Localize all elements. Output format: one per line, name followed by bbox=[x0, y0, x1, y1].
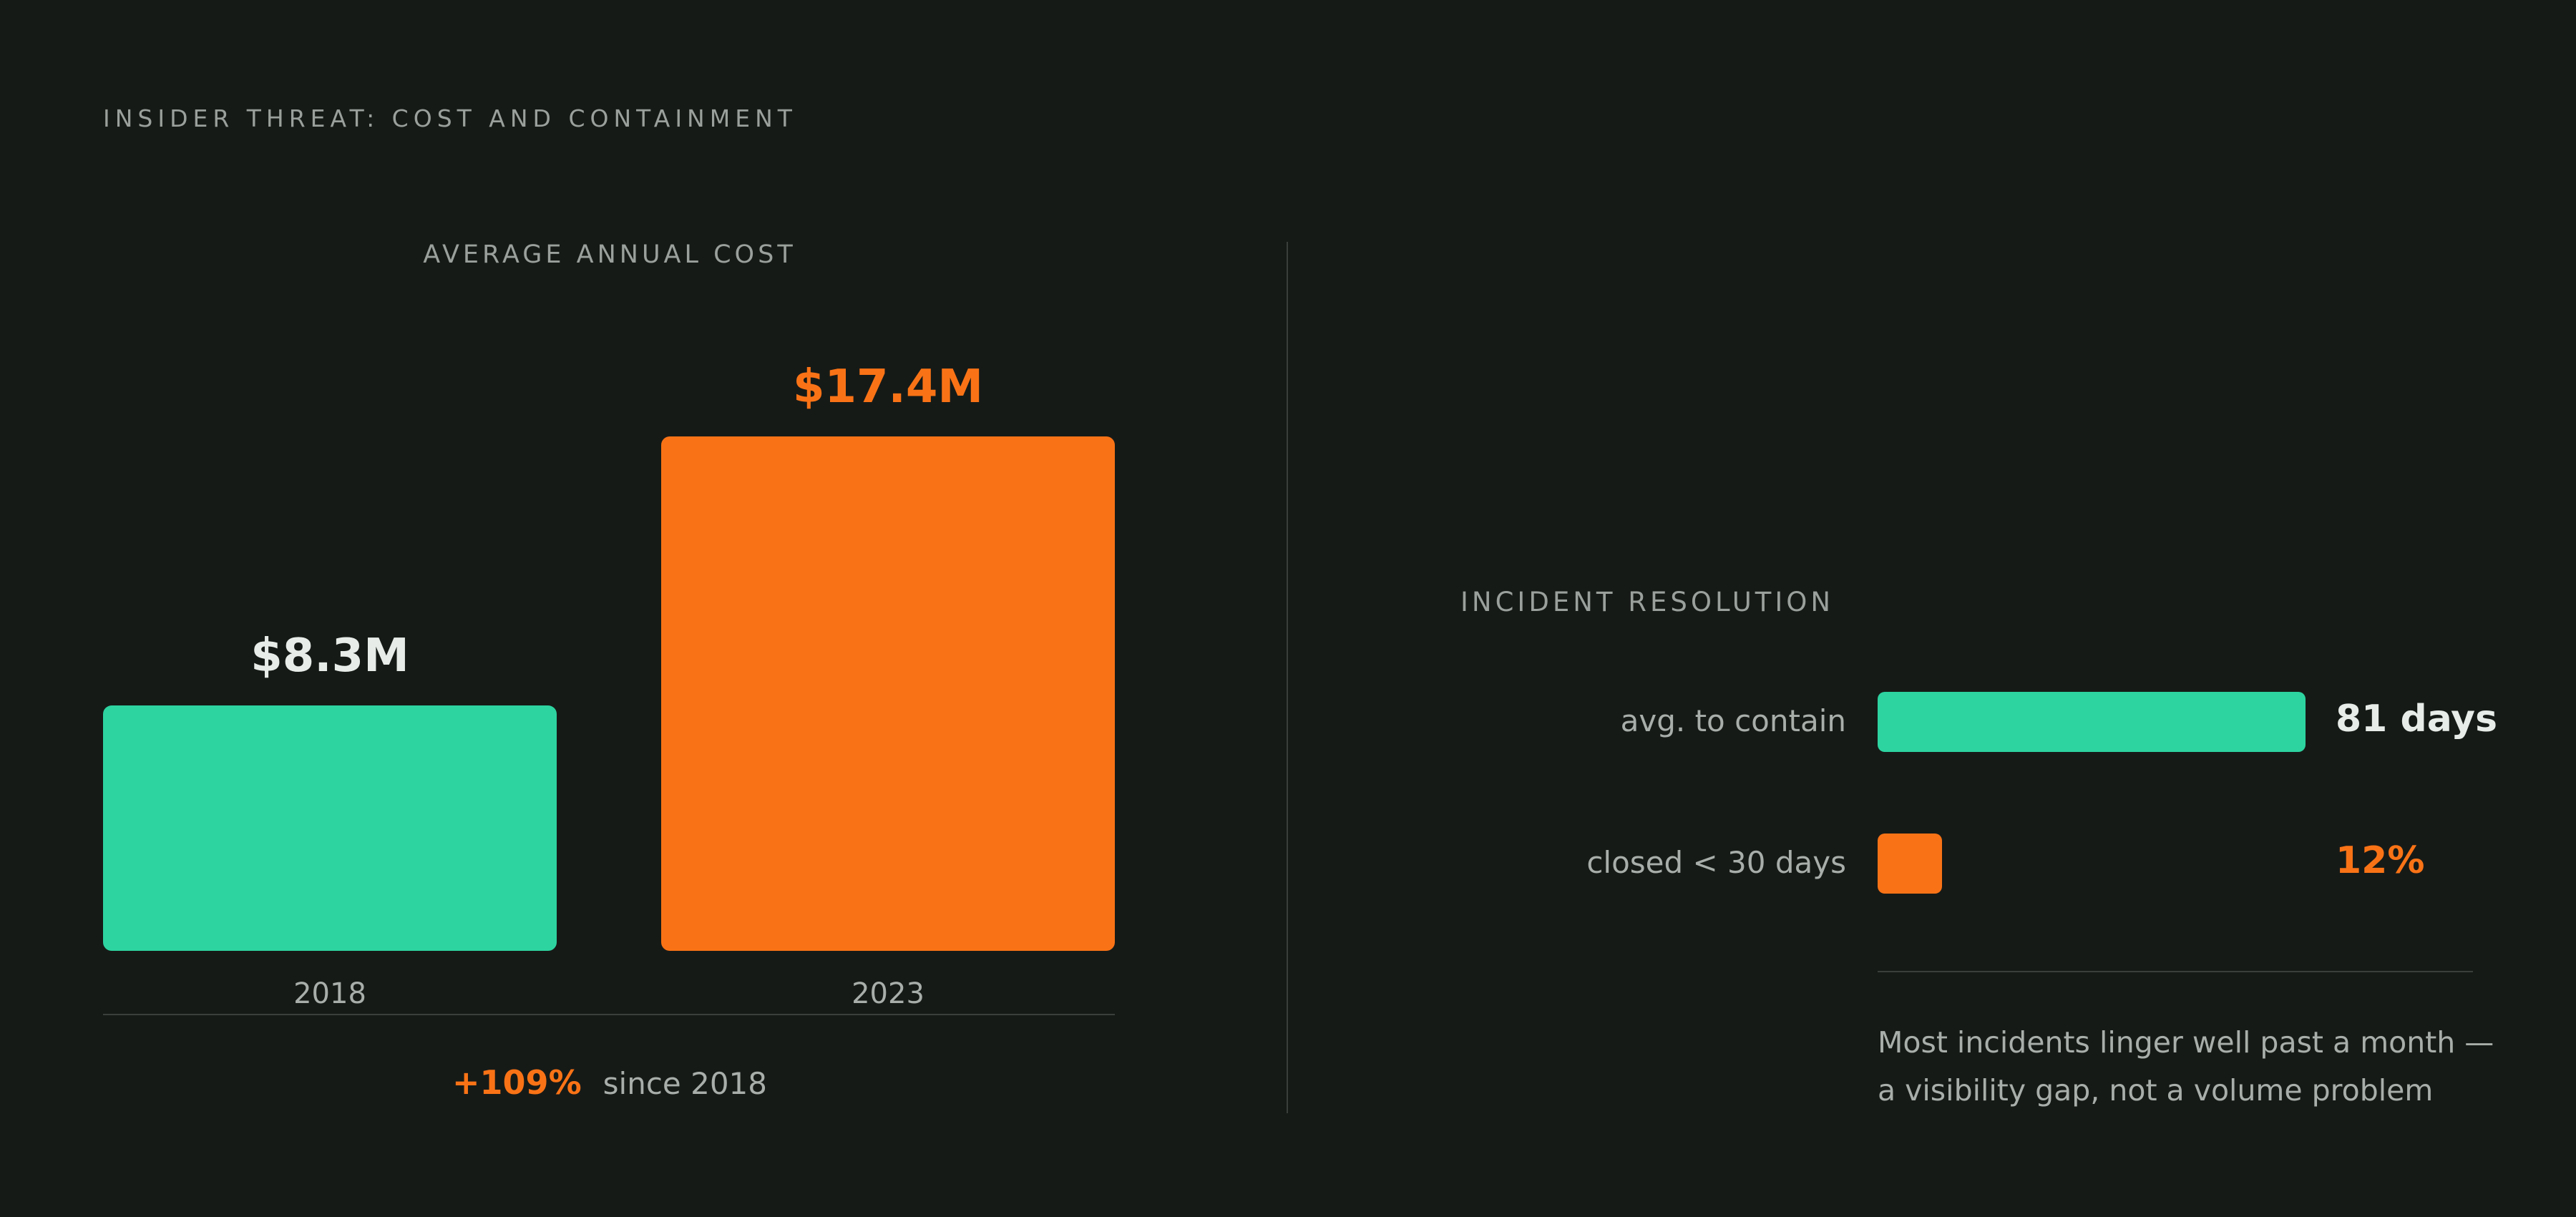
change-suffix: since 2018 bbox=[602, 1066, 767, 1101]
resolution-bar-1 bbox=[1878, 692, 2306, 752]
cost-value-label-2018: $8.3M bbox=[250, 630, 409, 683]
resolution-row-label-2: closed < 30 days bbox=[1586, 845, 1846, 880]
footnote: Most incidents linger well past a month … bbox=[1878, 1019, 2522, 1115]
cost-bar-chart: $8.3M 2018 $17.4M 2023 bbox=[103, 361, 1115, 1015]
section-divider bbox=[1287, 242, 1288, 1113]
cost-value-label-2023: $17.4M bbox=[793, 361, 983, 414]
resolution-value-1: 81 days bbox=[2336, 698, 2498, 741]
resolution-chart-title: INCIDENT RESOLUTION bbox=[1460, 587, 1835, 617]
footnote-line-2: a visibility gap, not a volume problem bbox=[1878, 1073, 2434, 1108]
cost-bar-2023 bbox=[661, 436, 1115, 951]
page-eyebrow-title: INSIDER THREAT: COST AND CONTAINMENT bbox=[103, 104, 797, 132]
cost-category-label-2018: 2018 bbox=[293, 977, 366, 1010]
cost-bar-2018 bbox=[103, 705, 557, 951]
resolution-row-label-1: avg. to contain bbox=[1620, 703, 1846, 738]
change-summary: +109% since 2018 bbox=[103, 1063, 1116, 1102]
resolution-value-2: 12% bbox=[2336, 839, 2425, 882]
resolution-rule bbox=[1878, 971, 2473, 972]
cost-category-label-2023: 2023 bbox=[852, 977, 924, 1010]
change-percent: +109% bbox=[452, 1063, 582, 1102]
resolution-bar-2 bbox=[1878, 834, 1942, 894]
cost-chart-title: AVERAGE ANNUAL COST bbox=[423, 240, 796, 269]
footnote-line-1: Most incidents linger well past a month … bbox=[1878, 1025, 2494, 1060]
